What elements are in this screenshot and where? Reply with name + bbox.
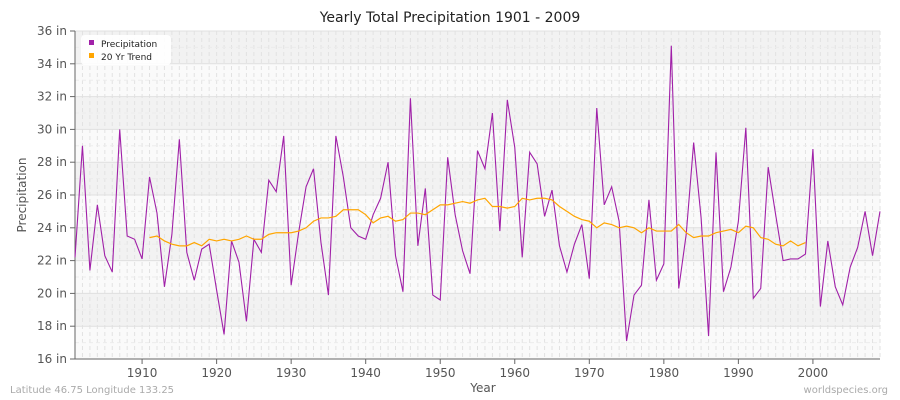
y-tick-label: 24 in bbox=[37, 221, 67, 235]
y-tick-label: 20 in bbox=[37, 286, 67, 300]
location-text: Latitude 46.75 Longitude 133.25 bbox=[10, 385, 175, 396]
x-tick-label: 1980 bbox=[649, 366, 680, 380]
x-axis-label: Year bbox=[469, 381, 495, 395]
y-tick-label: 36 in bbox=[37, 24, 67, 38]
x-tick-label: 1920 bbox=[201, 366, 232, 380]
x-tick-label: 1930 bbox=[276, 366, 307, 380]
legend: Precipitation 20 Yr Trend bbox=[81, 35, 171, 65]
x-tick-label: 1990 bbox=[723, 366, 754, 380]
y-tick-label: 26 in bbox=[37, 188, 67, 202]
site-credit: worldspecies.org bbox=[803, 385, 888, 396]
y-tick-label: 32 in bbox=[37, 90, 67, 104]
y-axis-label: Precipitation bbox=[15, 157, 29, 232]
y-tick-label: 18 in bbox=[37, 319, 67, 333]
x-tick-label: 1970 bbox=[574, 366, 605, 380]
legend-label-trend: 20 Yr Trend bbox=[101, 53, 152, 63]
legend-swatch-precipitation bbox=[89, 40, 94, 45]
x-tick-label: 1910 bbox=[127, 366, 158, 380]
x-tick-label: 2000 bbox=[798, 366, 829, 380]
x-tick-label: 1960 bbox=[499, 366, 530, 380]
x-tick-label: 1940 bbox=[350, 366, 381, 380]
y-tick-label: 30 in bbox=[37, 122, 67, 136]
legend-swatch-trend bbox=[89, 53, 94, 58]
x-tick-label: 1950 bbox=[425, 366, 456, 380]
y-tick-label: 22 in bbox=[37, 254, 67, 268]
y-tick-label: 16 in bbox=[37, 352, 67, 366]
legend-label-precipitation: Precipitation bbox=[101, 40, 157, 50]
y-tick-label: 34 in bbox=[37, 57, 67, 71]
chart-title: Yearly Total Precipitation 1901 - 2009 bbox=[319, 10, 581, 26]
y-tick-label: 28 in bbox=[37, 155, 67, 169]
